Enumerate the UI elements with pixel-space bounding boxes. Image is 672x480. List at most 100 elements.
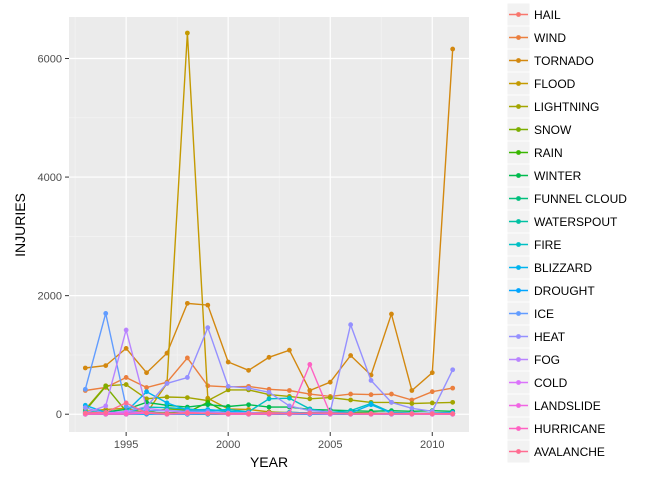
data-point <box>307 410 313 416</box>
legend-item: WATERSPOUT <box>506 209 618 234</box>
legend-point <box>516 357 521 362</box>
data-point <box>409 388 415 393</box>
y-tick-label: 0 <box>56 409 62 421</box>
x-tick-label: 2005 <box>318 439 342 451</box>
data-point <box>82 365 88 371</box>
data-point <box>144 385 149 390</box>
legend-item: RAIN <box>506 140 563 165</box>
data-point <box>307 391 313 397</box>
data-point <box>327 379 333 385</box>
series-tornado <box>82 46 456 393</box>
data-point <box>287 411 292 417</box>
y-tick-label: 4000 <box>38 172 62 184</box>
legend-point <box>516 35 521 40</box>
legend-point <box>516 288 521 293</box>
data-point <box>246 367 251 373</box>
legend-label: FOG <box>534 353 560 367</box>
data-point <box>225 383 231 389</box>
data-point <box>266 404 272 410</box>
legend-item: FOG <box>506 347 560 372</box>
legend-label: ICE <box>534 307 554 321</box>
data-point <box>409 405 415 411</box>
data-point <box>368 378 374 383</box>
legend-point <box>516 196 521 201</box>
legend-label: SNOW <box>534 123 572 137</box>
data-point <box>348 397 354 403</box>
data-point <box>123 346 129 351</box>
data-point <box>450 399 456 405</box>
legend-label: LIGHTNING <box>534 100 599 114</box>
legend-item: HEAT <box>506 324 566 349</box>
data-point <box>389 411 394 417</box>
data-point <box>266 396 272 402</box>
data-point <box>429 370 435 376</box>
data-point <box>123 404 129 409</box>
data-point <box>123 375 129 380</box>
legend-item: BLIZZARD <box>506 255 592 280</box>
legend-point <box>516 81 521 86</box>
legend-item: HAIL <box>506 2 561 27</box>
legend-item: FLOOD <box>506 71 576 96</box>
data-point <box>368 411 374 417</box>
legend-point <box>516 403 521 408</box>
data-point <box>144 410 149 416</box>
data-point <box>450 385 456 391</box>
data-point <box>164 411 170 417</box>
legend-item: COLD <box>506 370 568 395</box>
legend-item: TORNADO <box>506 48 594 73</box>
data-point <box>184 410 190 416</box>
legend-label: BLIZZARD <box>534 261 592 275</box>
data-point <box>144 396 149 402</box>
legend-label: FIRE <box>534 238 561 252</box>
data-point <box>348 353 354 358</box>
data-point <box>409 401 415 406</box>
data-point <box>348 322 354 328</box>
data-point <box>287 388 292 393</box>
data-point <box>184 395 190 401</box>
data-point <box>164 394 170 400</box>
data-point <box>103 383 109 389</box>
data-point <box>82 405 88 411</box>
legend-point <box>516 311 521 316</box>
legend-point <box>516 219 521 224</box>
plot-panel <box>69 17 469 432</box>
data-point <box>82 386 88 392</box>
data-point <box>123 400 129 406</box>
legend-item: LANDSLIDE <box>506 393 601 418</box>
data-point <box>103 403 109 409</box>
data-point <box>164 400 170 406</box>
data-point <box>287 347 292 353</box>
legend-point <box>516 380 521 385</box>
data-point <box>368 392 374 398</box>
legend-label: LANDSLIDE <box>534 399 601 413</box>
legend-label: WATERSPOUT <box>534 215 618 229</box>
legend-point <box>516 265 521 270</box>
legend-label: TORNADO <box>534 54 594 68</box>
data-point <box>184 300 190 306</box>
data-point <box>82 410 88 416</box>
legend-label: WINTER <box>534 169 582 183</box>
y-tick-label: 6000 <box>38 54 62 66</box>
legend-item: WINTER <box>506 163 582 188</box>
data-point <box>307 388 313 393</box>
y-tick-label: 2000 <box>38 291 62 303</box>
series-avalanche <box>82 400 456 417</box>
legend-label: RAIN <box>534 146 563 160</box>
data-point <box>429 400 435 406</box>
data-point <box>327 395 333 401</box>
data-point <box>103 363 109 368</box>
data-point <box>184 30 190 36</box>
legend-label: HURRICANE <box>534 422 605 436</box>
data-point <box>429 411 435 417</box>
data-point <box>225 411 231 417</box>
legend-label: FLOOD <box>534 77 576 91</box>
x-tick-label: 1995 <box>114 439 138 451</box>
legend-point <box>516 242 521 247</box>
data-point <box>266 389 272 395</box>
data-point <box>144 389 149 395</box>
data-point <box>429 389 435 395</box>
data-point <box>205 302 211 308</box>
legend-point <box>516 58 521 63</box>
x-tick-label: 2010 <box>420 439 444 451</box>
